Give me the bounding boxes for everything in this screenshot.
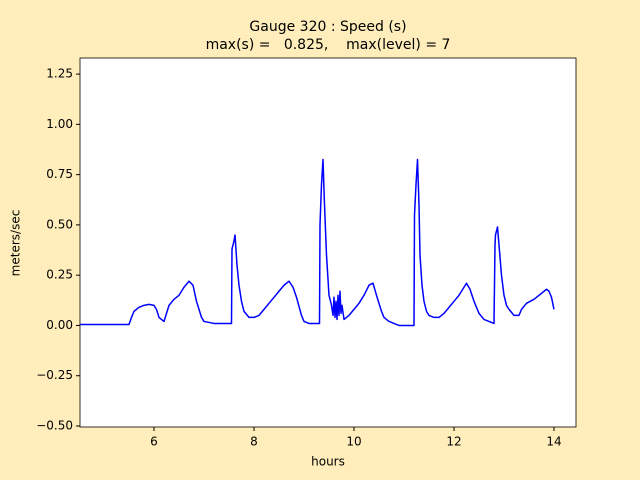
y-tick-label: 0.00 xyxy=(46,318,73,332)
y-tick-label: 0.50 xyxy=(46,217,73,231)
y-tick-label: 1.00 xyxy=(46,117,73,131)
y-tick-label: 0.75 xyxy=(46,167,73,181)
y-tick-label: −0.50 xyxy=(36,418,73,432)
x-tick-label: 14 xyxy=(546,435,561,449)
y-tick-label: 0.25 xyxy=(46,268,73,282)
y-tick-label: 1.25 xyxy=(46,67,73,81)
y-tick-label: −0.25 xyxy=(36,368,73,382)
y-axis-label: meters/sec xyxy=(9,210,23,277)
x-tick-label: 12 xyxy=(446,435,461,449)
data-line xyxy=(80,158,555,327)
x-axis-label: hours xyxy=(311,455,345,469)
axes-frame xyxy=(79,57,577,428)
x-tick-label: 8 xyxy=(250,435,258,449)
chart-title: Gauge 320 : Speed (s) xyxy=(249,19,406,35)
x-tick-label: 6 xyxy=(150,435,158,449)
x-tick-label: 10 xyxy=(346,435,361,449)
plot-area xyxy=(80,58,576,427)
chart-subtitle: max(s) = 0.825, max(level) = 7 xyxy=(206,37,451,53)
